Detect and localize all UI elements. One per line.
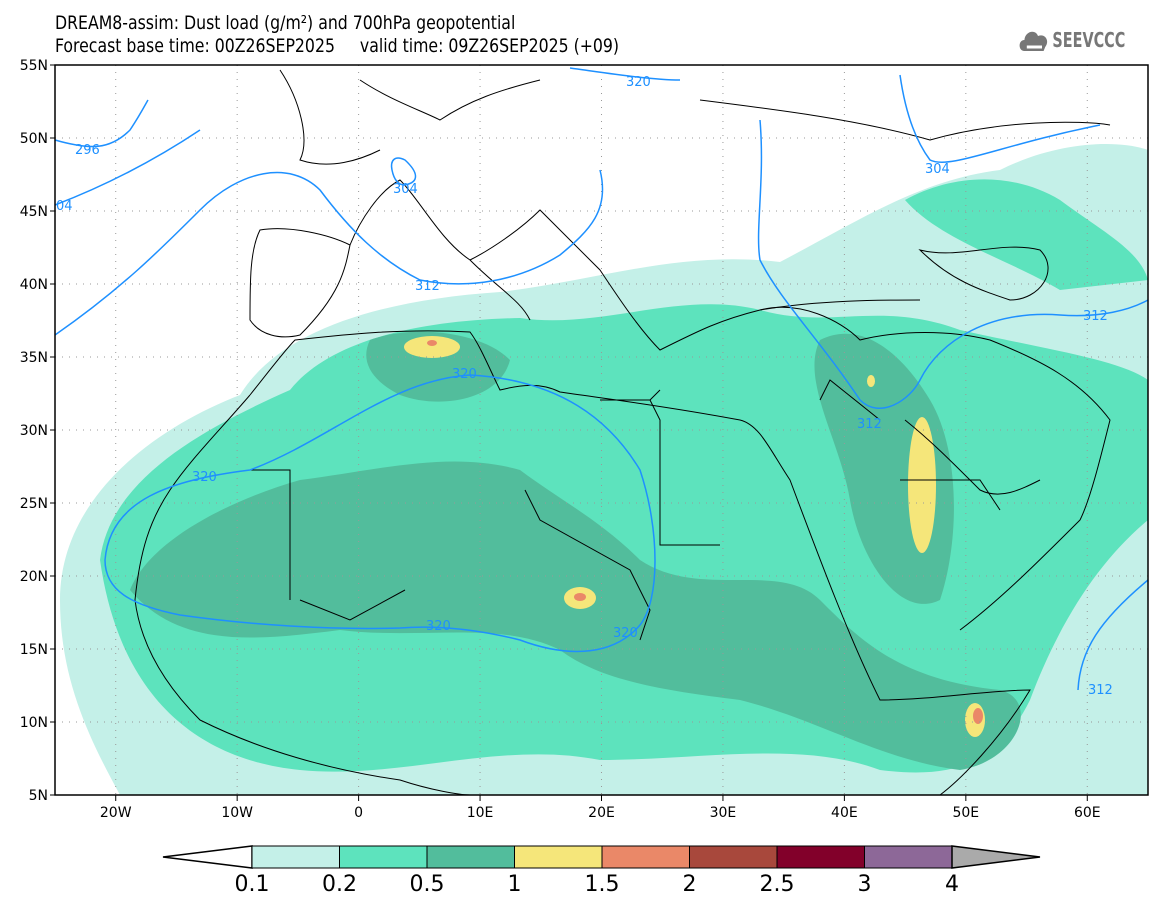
graticule: [55, 65, 1148, 795]
seevccc-logo: SEEVCCC: [1018, 27, 1125, 53]
dust-level-0.5: [130, 461, 1021, 770]
contour-labels: 296 304 04 312 320 320 320 320 312 312 3…: [56, 75, 1113, 698]
colorbar-swatch: [251, 845, 340, 869]
lat-tick-label: 20N: [20, 569, 48, 585]
colorbar-label: 2: [683, 872, 697, 897]
lat-tick-label: 45N: [20, 204, 48, 220]
colorbar-label: 3: [858, 872, 872, 897]
contour-label: 296: [75, 143, 100, 158]
lat-tick-label: 55N: [20, 58, 48, 74]
contour-label: 312: [857, 417, 882, 432]
colorbar-low-arrow: [162, 845, 253, 869]
dust-level-0.5: [366, 331, 510, 402]
lon-tick-label: 30E: [710, 805, 737, 821]
colorbar-swatch: [426, 845, 515, 869]
colorbar-label: 2.5: [760, 872, 795, 897]
dust-level-1: [908, 417, 936, 553]
lon-tick-label: 60E: [1074, 805, 1101, 821]
colorbar-label: 0.1: [235, 872, 270, 897]
contour-label: 320: [613, 626, 638, 641]
contour-label: 320: [626, 75, 651, 90]
dust-level-1: [867, 375, 875, 387]
lon-tick-label: 50E: [952, 805, 979, 821]
dust-level-1: [404, 336, 460, 358]
map-title: DREAM8-assim: Dust load (g/m²) and 700hP…: [55, 12, 516, 34]
contour-label: 304: [393, 182, 418, 197]
coastlines: [134, 69, 1111, 796]
colorbar-label: 0.2: [322, 872, 357, 897]
colorbar-swatch: [689, 845, 778, 869]
colorbar-label: 4: [945, 872, 959, 897]
dust-field: [60, 144, 1148, 796]
lat-tick-label: 15N: [20, 642, 48, 658]
contour-label: 320: [426, 619, 451, 634]
lon-tick-label: 0: [354, 805, 363, 821]
dust-level-1.5: [427, 340, 437, 346]
map-subtitle: Forecast base time: 00Z26SEP2025 valid t…: [55, 35, 620, 57]
logo-text: SEEVCCC: [1052, 28, 1126, 52]
colorbar-swatch: [601, 845, 690, 869]
cloud-icon: [1019, 31, 1048, 51]
contour-label: 320: [452, 367, 477, 382]
lon-tick-label: 10W: [221, 805, 253, 821]
lat-tick-label: 5N: [29, 788, 48, 804]
lon-tick-label: 10E: [467, 805, 494, 821]
dust-level-0.2: [905, 179, 1148, 290]
lat-tick-label: 10N: [20, 715, 48, 731]
contour-label: 312: [1088, 683, 1113, 698]
dust-level-1.5: [973, 708, 983, 724]
colorbar-high-arrow: [951, 845, 1041, 869]
colorbar-label: 1: [508, 872, 522, 897]
geopotential-contours: [54, 67, 1149, 691]
lat-tick-label: 25N: [20, 496, 48, 512]
contour-label: 312: [415, 279, 440, 294]
lon-tick-label: 20E: [588, 805, 615, 821]
colorbar-label: 1.5: [585, 872, 620, 897]
colorbar-swatch: [339, 845, 428, 869]
axis-ticks: 20W 10W 0 10E 20E 30E 40E 50E 60E 55N 50N 45N 40N 35N…: [20, 58, 1101, 821]
colorbar-swatch: [514, 845, 603, 869]
lat-tick-label: 40N: [20, 277, 48, 293]
lat-tick-label: 30N: [20, 423, 48, 439]
lon-tick-label: 20W: [100, 805, 132, 821]
contour-label: 304: [925, 162, 950, 177]
colorbar-swatch: [864, 845, 953, 869]
colorbar-label: 0.5: [410, 872, 445, 897]
lat-tick-label: 35N: [20, 350, 48, 366]
contour-label: 320: [192, 470, 217, 485]
lat-tick-label: 50N: [20, 131, 48, 147]
lon-tick-label: 40E: [831, 805, 858, 821]
colorbar-swatch: [776, 845, 865, 869]
dust-level-1.5: [574, 593, 586, 601]
contour-label: 04: [56, 199, 73, 214]
contour-label: 312: [1083, 309, 1108, 324]
